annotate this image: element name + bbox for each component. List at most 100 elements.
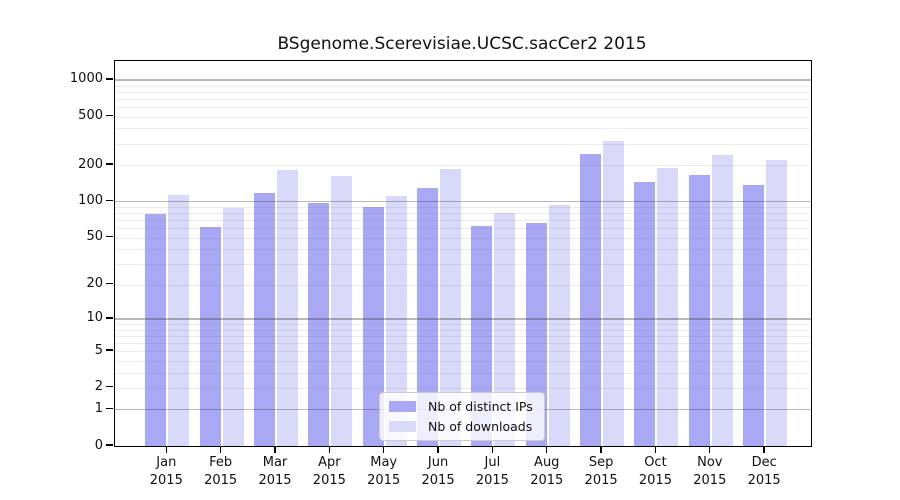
y-tick-label: 0	[94, 437, 103, 453]
month-label: Feb	[209, 455, 233, 470]
legend-swatch-distinct-ips	[389, 401, 416, 412]
month-label: Jan	[156, 455, 177, 470]
bar-distinct-ips	[308, 203, 330, 446]
y-tick-label: 10	[86, 310, 103, 326]
bar-distinct-ips	[199, 227, 221, 446]
bar-distinct-ips	[634, 181, 656, 446]
x-tick-label: May 2015	[354, 454, 414, 490]
year-label: 2015	[584, 473, 618, 488]
bar-downloads	[385, 195, 407, 446]
bar-downloads	[548, 204, 570, 446]
x-tick	[709, 446, 711, 453]
year-label: 2015	[367, 473, 401, 488]
x-tick-label: Jul 2015	[462, 454, 522, 490]
y-tick-label: 1	[94, 400, 103, 416]
x-tick	[383, 446, 385, 453]
month-label: Mar	[262, 455, 288, 470]
legend-label-downloads: Nb of downloads	[428, 419, 533, 434]
year-label: 2015	[312, 473, 346, 488]
year-label: 2015	[258, 473, 292, 488]
x-tick	[328, 446, 331, 453]
x-tick	[437, 446, 439, 453]
bar-downloads	[168, 195, 190, 446]
bar-distinct-ips	[471, 226, 493, 446]
y-tick-label: 50	[86, 229, 103, 245]
bar-distinct-ips	[688, 175, 710, 446]
bar-distinct-ips	[525, 223, 547, 446]
year-label: 2015	[204, 473, 238, 488]
x-tick-label: Sep 2015	[571, 454, 631, 490]
y-tick-label: 20	[86, 276, 103, 292]
x-tick	[219, 446, 222, 453]
y-tick-label: 200	[78, 156, 103, 172]
bars-layer	[115, 61, 811, 446]
x-tick	[654, 446, 657, 453]
month-label: May	[370, 455, 398, 470]
legend-label-distinct-ips: Nb of distinct IPs	[428, 399, 533, 414]
year-label: 2015	[747, 473, 781, 488]
bar-downloads	[657, 167, 679, 446]
year-label: 2015	[530, 473, 564, 488]
legend-swatch-downloads	[389, 421, 416, 432]
month-label: Jul	[484, 455, 501, 470]
x-tick-label: Nov 2015	[680, 454, 740, 490]
y-tick	[106, 282, 113, 285]
month-label: Nov	[697, 455, 723, 470]
x-tick-label: Jan 2015	[136, 454, 196, 490]
year-label: 2015	[421, 473, 455, 488]
y-tick	[106, 317, 113, 319]
y-tick	[106, 407, 113, 409]
y-tick-label: 5	[94, 342, 103, 358]
bar-distinct-ips	[254, 192, 275, 446]
year-label: 2015	[475, 473, 509, 488]
y-tick	[106, 386, 113, 388]
y-tick-label: 100	[78, 192, 103, 208]
x-tick	[165, 446, 167, 453]
x-tick-label: Mar 2015	[245, 454, 305, 490]
bar-downloads	[440, 168, 462, 446]
x-tick-label: Aug 2015	[517, 454, 577, 490]
x-tick-label: Dec 2015	[734, 454, 794, 490]
year-label: 2015	[638, 473, 672, 488]
bar-distinct-ips	[145, 214, 167, 446]
month-label: Jun	[427, 455, 449, 470]
x-tick	[491, 446, 494, 453]
y-tick	[106, 444, 113, 446]
bar-downloads	[494, 212, 516, 446]
bar-downloads	[766, 159, 788, 446]
month-label: Sep	[588, 455, 614, 470]
year-label: 2015	[693, 473, 727, 488]
month-label: Aug	[534, 455, 560, 470]
y-tick	[106, 163, 113, 165]
bar-downloads	[603, 140, 625, 446]
y-tick-label: 500	[78, 108, 103, 124]
bar-distinct-ips	[362, 206, 384, 446]
y-tick	[106, 349, 113, 351]
month-label: Oct	[644, 455, 667, 470]
bar-downloads	[277, 169, 298, 446]
y-tick-label: 2	[94, 379, 103, 395]
y-tick	[106, 235, 113, 238]
legend-item-distinct-ips: Nb of distinct IPs	[389, 399, 533, 414]
x-tick	[546, 446, 548, 453]
y-tick	[106, 114, 113, 117]
month-label: Dec	[751, 455, 777, 470]
x-tick	[600, 446, 602, 453]
bar-downloads	[331, 176, 353, 446]
legend: Nb of distinct IPs Nb of downloads	[379, 392, 545, 441]
bar-downloads	[711, 155, 733, 446]
x-tick-label: Jun 2015	[408, 454, 468, 490]
plot-area: Nb of distinct IPs Nb of downloads	[114, 60, 812, 447]
bar-downloads	[222, 208, 244, 446]
month-label: Apr	[318, 455, 341, 470]
x-tick-label: Oct 2015	[625, 454, 685, 490]
bar-distinct-ips	[743, 184, 765, 446]
chart-title: BSgenome.Scerevisiae.UCSC.sacCer2 2015	[277, 34, 647, 54]
bar-distinct-ips	[580, 153, 602, 446]
y-tick	[106, 199, 113, 202]
legend-item-downloads: Nb of downloads	[389, 419, 533, 434]
x-tick	[763, 446, 765, 453]
bar-distinct-ips	[417, 188, 439, 446]
x-tick	[274, 446, 276, 453]
